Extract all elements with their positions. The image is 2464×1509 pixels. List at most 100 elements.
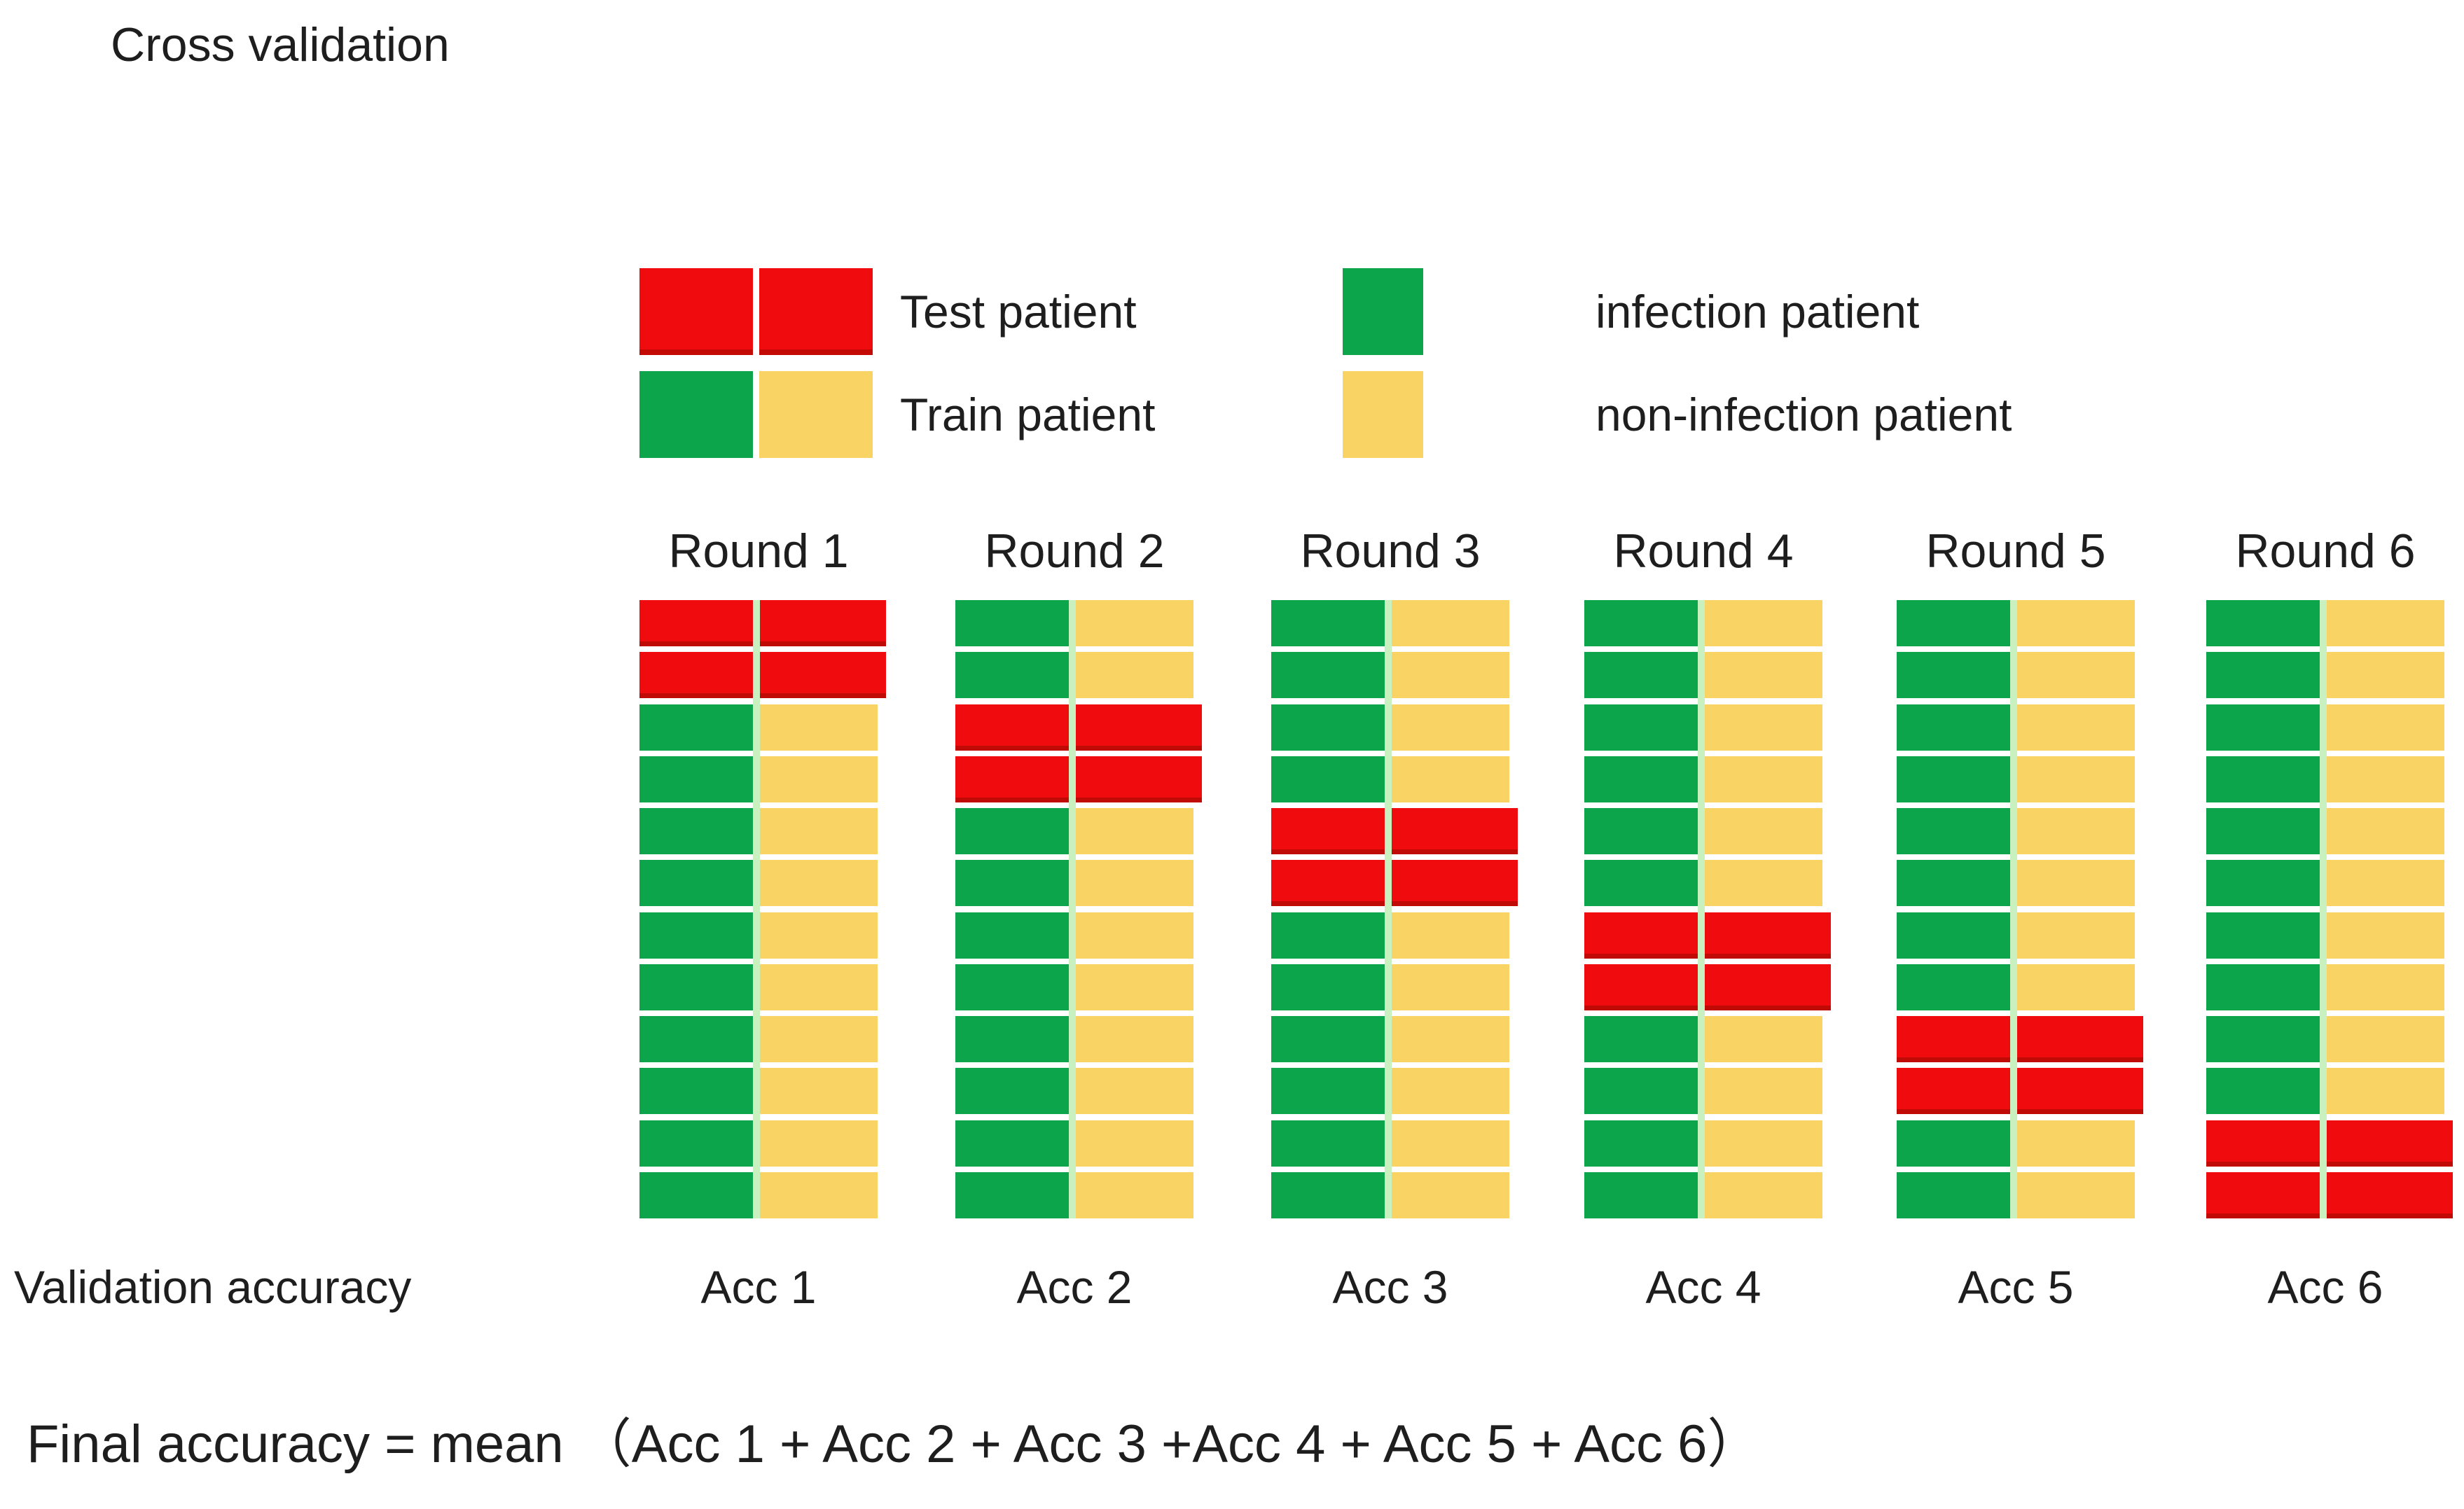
acc-label: Acc 4 — [1645, 1261, 1762, 1313]
infection-train-cell — [1584, 1120, 1698, 1167]
test-cell — [1897, 1016, 2010, 1062]
non-infection-train-cell — [760, 964, 878, 1010]
non-infection-train-cell — [2327, 1068, 2444, 1115]
acc-label: Acc 1 — [700, 1261, 817, 1313]
non-infection-train-cell — [1705, 1016, 1822, 1062]
infection-train-cell — [2206, 652, 2320, 699]
infection-train-cell — [2206, 704, 2320, 751]
infection-train-cell — [1584, 808, 1698, 854]
infection-train-cell — [1584, 1016, 1698, 1062]
column-divider — [1069, 600, 1076, 1218]
test-cell — [955, 756, 1069, 802]
infection-train-cell — [955, 652, 1069, 699]
infection-train-cell — [1897, 1171, 2010, 1218]
cv-grid-round-5 — [1897, 600, 2143, 1224]
infection-train-cell — [1271, 1171, 1385, 1218]
infection-train-cell — [2206, 1068, 2320, 1115]
legend-swatch-green-icon — [639, 371, 753, 458]
non-infection-train-cell — [1392, 704, 1509, 751]
non-infection-train-cell — [1705, 756, 1822, 802]
infection-train-cell — [955, 1016, 1069, 1062]
test-cell — [1392, 808, 1518, 854]
infection-train-cell — [955, 808, 1069, 854]
test-cell — [639, 600, 753, 646]
infection-train-cell — [639, 1016, 753, 1062]
infection-train-cell — [1271, 1016, 1385, 1062]
infection-train-cell — [1584, 860, 1698, 907]
non-infection-train-cell — [2327, 652, 2444, 699]
non-infection-train-cell — [1705, 808, 1822, 854]
non-infection-train-cell — [1076, 808, 1193, 854]
non-infection-train-cell — [2017, 704, 2135, 751]
non-infection-train-cell — [2327, 704, 2444, 751]
infection-train-cell — [1897, 808, 2010, 854]
round-label: Round 1 — [668, 524, 849, 578]
infection-train-cell — [2206, 860, 2320, 907]
non-infection-train-cell — [760, 1016, 878, 1062]
round-label: Round 6 — [2235, 524, 2416, 578]
acc-label: Acc 2 — [1016, 1261, 1133, 1313]
infection-train-cell — [1271, 1068, 1385, 1115]
infection-train-cell — [1584, 704, 1698, 751]
test-cell — [2327, 1120, 2453, 1167]
infection-train-cell — [1271, 756, 1385, 802]
infection-train-cell — [1897, 860, 2010, 907]
non-infection-train-cell — [2327, 964, 2444, 1010]
non-infection-train-cell — [2327, 912, 2444, 959]
non-infection-train-cell — [760, 1068, 878, 1115]
non-infection-train-cell — [2327, 860, 2444, 907]
infection-train-cell — [639, 964, 753, 1010]
non-infection-train-cell — [1705, 652, 1822, 699]
non-infection-train-cell — [1076, 600, 1193, 646]
infection-train-cell — [639, 808, 753, 854]
legend-label: Train patient — [900, 389, 1156, 440]
test-cell — [2017, 1016, 2143, 1062]
acc-label: Acc 5 — [1958, 1261, 2074, 1313]
non-infection-train-cell — [1392, 756, 1509, 802]
legend-swatch-red-icon — [759, 268, 873, 355]
test-cell — [1584, 964, 1698, 1010]
round-label: Round 2 — [984, 524, 1165, 578]
infection-train-cell — [955, 860, 1069, 907]
non-infection-train-cell — [1392, 964, 1509, 1010]
infection-train-cell — [639, 756, 753, 802]
test-cell — [1584, 912, 1698, 959]
infection-train-cell — [2206, 808, 2320, 854]
infection-train-cell — [639, 860, 753, 907]
validation-accuracy-label: Validation accuracy — [14, 1261, 412, 1313]
infection-train-cell — [1271, 912, 1385, 959]
non-infection-train-cell — [2327, 1016, 2444, 1062]
infection-train-cell — [2206, 756, 2320, 802]
column-divider — [2010, 600, 2017, 1218]
legend-swatch-green-icon — [1343, 268, 1423, 355]
round-label: Round 3 — [1300, 524, 1481, 578]
non-infection-train-cell — [1076, 1120, 1193, 1167]
non-infection-train-cell — [2017, 964, 2135, 1010]
non-infection-train-cell — [1076, 860, 1193, 907]
test-cell — [760, 600, 886, 646]
legend-label: non-infection patient — [1596, 389, 2012, 440]
cv-grid-round-6 — [2206, 600, 2453, 1224]
non-infection-train-cell — [1076, 964, 1193, 1010]
cv-grid-round-1 — [639, 600, 886, 1224]
non-infection-train-cell — [1076, 652, 1193, 699]
non-infection-train-cell — [760, 704, 878, 751]
non-infection-train-cell — [2017, 860, 2135, 907]
infection-train-cell — [955, 600, 1069, 646]
infection-train-cell — [1897, 756, 2010, 802]
non-infection-train-cell — [1705, 1120, 1822, 1167]
test-cell — [1897, 1068, 2010, 1115]
infection-train-cell — [639, 1171, 753, 1218]
column-divider — [2320, 600, 2327, 1218]
non-infection-train-cell — [1392, 1120, 1509, 1167]
infection-train-cell — [1584, 600, 1698, 646]
non-infection-train-cell — [760, 1171, 878, 1218]
non-infection-train-cell — [1705, 1068, 1822, 1115]
non-infection-train-cell — [1392, 652, 1509, 699]
non-infection-train-cell — [760, 860, 878, 907]
infection-train-cell — [639, 1068, 753, 1115]
non-infection-train-cell — [760, 912, 878, 959]
non-infection-train-cell — [2327, 808, 2444, 854]
legend-label: Test patient — [900, 286, 1137, 338]
infection-train-cell — [1271, 600, 1385, 646]
